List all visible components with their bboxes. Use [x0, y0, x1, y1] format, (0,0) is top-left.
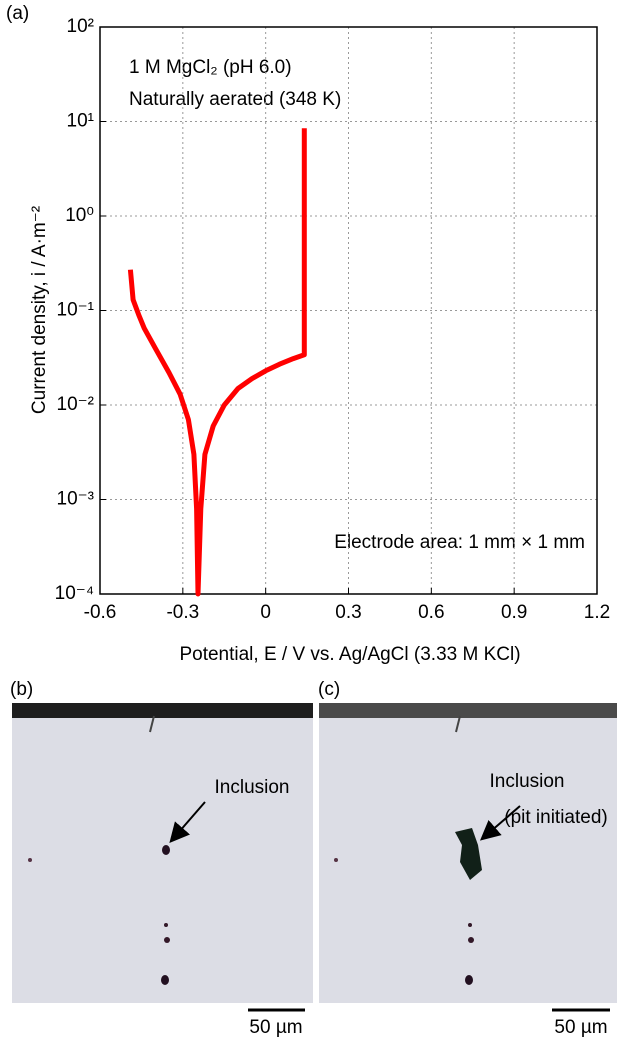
scale-bar-label: 50 µm: [554, 1017, 607, 1038]
panel-label: (b): [10, 679, 33, 700]
x-tick-label: 0: [260, 602, 271, 623]
annotation: Naturally aerated (348 K): [129, 89, 341, 110]
y-tick-label: 10⁻³: [57, 489, 95, 510]
x-tick-label: -0.3: [166, 602, 199, 623]
x-tick-label: 0.6: [418, 602, 444, 623]
y-tick-label: 10¹: [67, 111, 94, 132]
y-axis-label: Current density, i / A·m⁻²: [29, 206, 50, 414]
x-tick-label: 0.3: [335, 602, 361, 623]
micrograph: [319, 703, 617, 1012]
panel-label: (a): [6, 3, 29, 24]
panel-label: (c): [318, 679, 340, 700]
y-tick-label: 10⁻¹: [57, 300, 95, 321]
annotation: 1 M MgCl₂ (pH 6.0): [129, 57, 292, 78]
x-tick-label: -0.6: [84, 602, 117, 623]
x-axis-label: Potential, E / V vs. Ag/AgCl (3.33 M KCl…: [179, 644, 520, 665]
y-tick-label: 10²: [67, 16, 94, 37]
annotation: Inclusion: [215, 777, 290, 798]
scale-bar-label: 50 µm: [249, 1017, 302, 1038]
data-line: [127, 128, 307, 597]
x-tick-label: 1.2: [584, 602, 610, 623]
annotation: Inclusion: [490, 771, 565, 792]
y-tick-label: 10⁻⁴: [55, 583, 94, 604]
annotation: (pit initiated): [504, 807, 608, 828]
x-tick-label: 0.9: [501, 602, 527, 623]
micrograph: [12, 703, 313, 1012]
y-tick-label: 10⁻²: [57, 394, 95, 415]
annotation: Electrode area: 1 mm × 1 mm: [334, 532, 585, 553]
y-tick-label: 10⁰: [65, 205, 94, 226]
plot-frame: [99, 26, 598, 595]
